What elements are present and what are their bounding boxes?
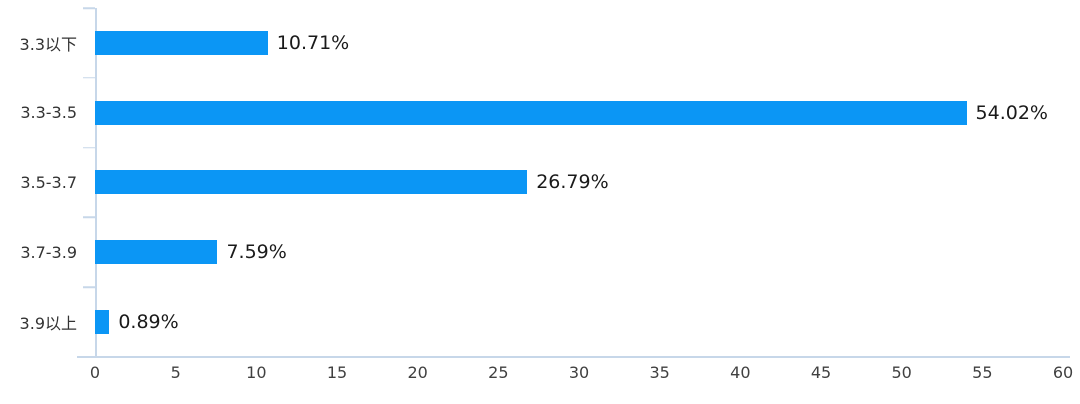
x-axis-tick-label: 30 (568, 363, 590, 382)
category-label: 3.3-3.5 (20, 103, 77, 123)
bar-row: 3.3-3.5 54.02% (0, 78, 1063, 148)
bar-area: 10.71% (95, 8, 1063, 78)
bar (95, 240, 218, 265)
x-axis-line (77, 356, 1070, 358)
category-label: 3.5-3.7 (20, 172, 77, 192)
x-axis-tick-label: 20 (407, 363, 428, 382)
value-label: 10.71% (276, 31, 350, 54)
x-axis-tick-label: 40 (730, 363, 751, 382)
bar-area: 7.59% (95, 217, 1063, 287)
bar-row: 3.7-3.9 7.59% (0, 217, 1063, 287)
x-axis-tick-label: 15 (326, 363, 348, 382)
y-axis-tick (83, 216, 95, 219)
y-axis-tick (83, 7, 95, 9)
x-axis-tick-label: 50 (891, 363, 912, 382)
x-axis-tick-label: 5 (170, 363, 181, 382)
x-axis-labels: 0 5 10 15 20 25 30 35 40 45 50 55 60 (90, 363, 1073, 385)
category-label: 3.3以下 (19, 34, 77, 54)
y-axis-tick (83, 146, 95, 149)
bar-area: 0.89% (95, 287, 1063, 357)
y-axis-tick (83, 77, 95, 79)
bar-row: 3.3以下 10.71% (0, 8, 1063, 78)
category-label: 3.7-3.9 (20, 242, 77, 262)
x-axis-tick-label: 45 (810, 363, 832, 382)
value-label: 0.89% (118, 311, 179, 334)
y-axis-ticks (83, 7, 95, 357)
bar (95, 310, 110, 335)
bar-area: 26.79% (95, 148, 1063, 218)
category-label: 3.9以上 (19, 314, 77, 334)
bar (95, 170, 528, 195)
x-axis-tick-label: 35 (649, 363, 670, 382)
value-label: 7.59% (226, 241, 287, 264)
bar-area: 54.02% (95, 78, 1063, 148)
plot-area: 3.3以下 10.71% 3.3-3.5 54.02% 3.5-3.7 26.7… (0, 8, 1063, 357)
bar-row: 3.5-3.7 26.79% (0, 148, 1063, 218)
bar (95, 100, 967, 125)
x-axis-tick-label: 0 (89, 363, 101, 382)
y-axis-tick (83, 286, 95, 288)
bar-row: 3.9以上 0.89% (0, 287, 1063, 357)
value-label: 54.02% (975, 101, 1048, 124)
x-axis-tick-label: 60 (1052, 363, 1074, 382)
x-axis-tick-label: 10 (246, 363, 267, 382)
value-label: 26.79% (536, 171, 609, 194)
bar (95, 30, 268, 55)
x-axis-tick-label: 55 (972, 363, 993, 382)
x-axis-tick-label: 25 (488, 363, 509, 382)
